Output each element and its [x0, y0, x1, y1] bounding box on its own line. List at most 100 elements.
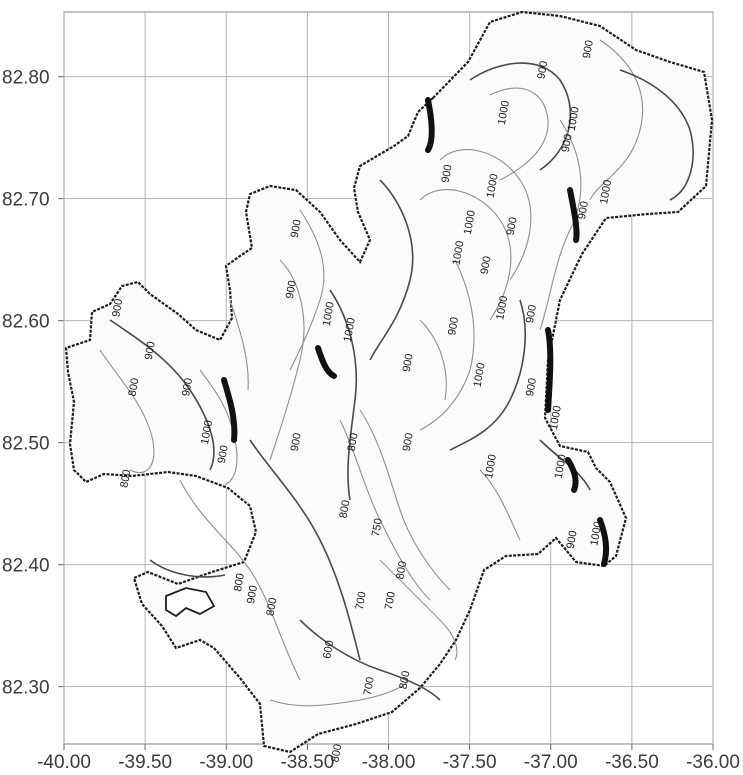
contour-value-label: 800 [394, 560, 409, 580]
contour-line [329, 289, 358, 501]
contour-value-label: 900 [581, 39, 596, 59]
contour-lines [99, 39, 694, 707]
contour-value-label: 1000 [485, 173, 501, 199]
contour-line [289, 209, 325, 371]
contour-value-label: 800 [337, 499, 352, 519]
contour-line [619, 69, 694, 201]
steep-ridge [545, 327, 554, 413]
steep-ridge [425, 97, 435, 153]
contour-value-label: 900 [479, 255, 494, 275]
contour-value-label: 800 [329, 743, 344, 763]
contour-line [229, 299, 249, 391]
contour-value-label: 700 [383, 591, 398, 611]
contour-value-label: 1000 [598, 179, 614, 205]
contour-value-label: 700 [362, 676, 377, 696]
steep-ridge [565, 457, 579, 493]
plot-frame: -40.00 -39.50 -39.00 -38.50 -38.00 -37.50 -37.… [2, 11, 740, 773]
contour-value-label: 900 [143, 341, 158, 361]
contour-value-label: 1000 [342, 317, 358, 343]
contour-value-label: 1000 [199, 419, 215, 445]
contour-value-label: 900 [245, 585, 260, 605]
contour-value-label: 1000 [548, 405, 564, 431]
x-tick-label: -37.50 [443, 752, 497, 773]
contour-line [149, 559, 226, 578]
contour-value-label: 900 [440, 164, 455, 184]
contour-line [419, 189, 512, 321]
x-tick-label: -39.00 [199, 752, 253, 773]
contour-line [339, 419, 431, 601]
y-tick-label: 82.70 [2, 190, 50, 211]
x-tick-label: -37.00 [524, 752, 578, 773]
contour-value-label: 800 [118, 469, 133, 489]
coastline-outline [64, 10, 714, 754]
y-tick-label: 82.30 [2, 678, 50, 699]
x-tick-label: -39.50 [118, 752, 172, 773]
contour-line [379, 559, 458, 661]
contour-value-label: 1000 [462, 209, 478, 235]
contour-line [439, 149, 532, 281]
inner-island [165, 587, 216, 618]
contour-line [489, 87, 549, 181]
x-tick-label: -38.00 [362, 752, 416, 773]
contour-line [359, 409, 451, 591]
y-tick-label: 82.50 [2, 434, 50, 455]
contour-value-label: 750 [370, 517, 385, 537]
contour-value-label: 900 [576, 200, 591, 220]
contour-line [419, 319, 447, 401]
steep-ridge [315, 345, 337, 379]
contour-value-label: 900 [505, 216, 520, 236]
contour-value-label: 700 [354, 591, 369, 611]
contour-line [479, 469, 521, 541]
contour-value-label: 1000 [472, 362, 488, 388]
contour-value-label: 1000 [451, 240, 467, 266]
steep-ridge [567, 187, 580, 243]
contour-line [589, 39, 644, 201]
contour-value-label: 800 [127, 377, 142, 397]
contour-line [469, 62, 572, 171]
x-tick-label: -36.50 [605, 752, 659, 773]
contour-value-label: 1000 [483, 453, 499, 479]
x-tick-label: -40.00 [37, 752, 91, 773]
contour-value-label: 900 [565, 530, 580, 550]
contour-value-label: 900 [110, 298, 125, 318]
contour-value-label: 900 [401, 353, 416, 373]
contour-line [299, 619, 441, 701]
contour-line [419, 259, 475, 431]
contour-line [269, 259, 305, 461]
contour-line [369, 179, 414, 361]
y-tick-label: 82.60 [2, 312, 50, 333]
contour-value-label: 900 [216, 444, 231, 464]
y-tick-label: 82.40 [2, 556, 50, 577]
contour-line [449, 299, 526, 451]
contour-value-label: 1000 [321, 301, 337, 327]
contour-value-label: 1000 [496, 100, 512, 126]
contour-line [269, 679, 411, 707]
x-tick-label: -36.00 [686, 752, 740, 773]
contour-value-label: 900 [524, 377, 539, 397]
x-tick-label: -38.50 [280, 752, 334, 773]
contour-value-label: 1000 [566, 106, 582, 132]
contour-value-label: 900 [535, 60, 550, 80]
contour-value-label: 800 [346, 432, 361, 452]
contour-value-label: 800 [398, 670, 413, 690]
contour-value-label: 900 [180, 377, 195, 397]
contour-line [109, 319, 215, 471]
contour-value-label: 900 [446, 316, 461, 336]
contour-value-label: 900 [289, 432, 304, 452]
contour-value-label: 900 [284, 280, 299, 300]
y-tick-label: 82.80 [2, 68, 50, 89]
contour-value-label: 800 [232, 572, 247, 592]
steep-ridge [597, 517, 610, 567]
contour-line [179, 479, 301, 681]
contour-line [249, 439, 361, 661]
contour-value-label: 600 [321, 639, 336, 659]
contour-line [539, 119, 582, 331]
contour-value-label: 1000 [588, 521, 604, 547]
steep-ridge [221, 377, 238, 443]
contour-value-label: 1000 [494, 295, 510, 321]
contour-value-label: 900 [289, 219, 304, 239]
contour-value-label: 1000 [553, 453, 569, 479]
contour-value-label: 800 [264, 597, 279, 617]
